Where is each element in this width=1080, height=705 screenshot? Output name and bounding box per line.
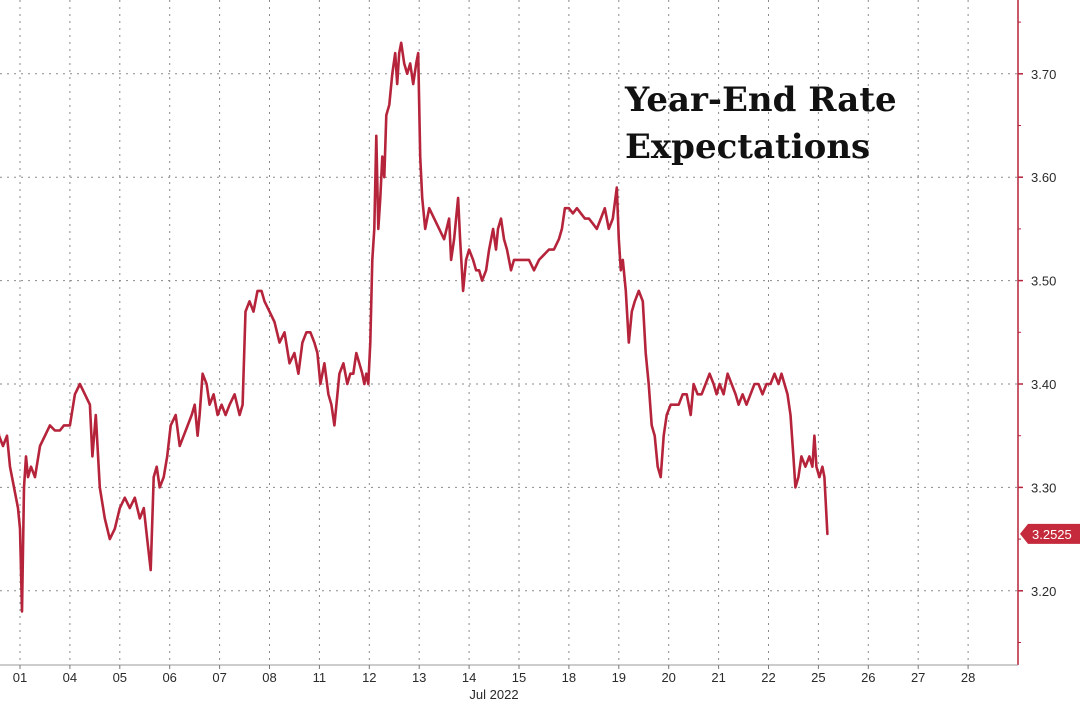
chart-title: Year-End Rate Expectations [624,80,897,167]
x-tick-label: 05 [113,670,127,685]
x-tick-label: 13 [412,670,426,685]
x-tick-label: 28 [961,670,975,685]
x-tick-label: 08 [262,670,276,685]
y-tick-label: 3.70 [1031,67,1056,82]
x-tick-label: 14 [462,670,476,685]
x-axis-ticks: 01 04 05 06 07 08 11 12 13 14 15 18 19 20 21 22 25 26 27 28 [13,665,975,685]
x-tick-label: 15 [512,670,526,685]
chart-title-line-1: Year-End Rate [624,80,897,120]
series-line [0,41,829,613]
y-tick-label: 3.30 [1031,480,1056,495]
x-tick-label: 27 [911,670,925,685]
x-tick-label: 26 [861,670,875,685]
x-tick-label: 22 [761,670,775,685]
x-tick-label: 11 [313,670,327,685]
y-tick-label: 3.60 [1031,170,1056,185]
last-value-badge-shape [1020,523,1080,544]
x-tick-label: 07 [212,670,226,685]
y-tick-label: 3.50 [1031,274,1056,289]
x-tick-label: 06 [162,670,176,685]
y-tick-label: 3.20 [1031,584,1056,599]
x-tick-label: 18 [562,670,576,685]
y-axis-ticks: 3.20 3.30 3.40 3.50 3.60 3.70 [1018,21,1056,643]
x-axis-label: Jul 2022 [469,687,518,702]
x-tick-label: 19 [612,670,626,685]
y-tick-label: 3.40 [1031,377,1056,392]
grid [0,0,1018,665]
x-tick-label: 20 [661,670,675,685]
x-tick-label: 01 [13,670,27,685]
x-tick-label: 25 [811,670,825,685]
chart-title-line-2: Expectations [625,127,870,167]
x-tick-label: 21 [711,670,725,685]
x-tick-label: 04 [63,670,77,685]
x-tick-label: 12 [362,670,376,685]
last-value-badge: 3.2525 [1020,523,1080,544]
last-value-label: 3.2525 [1032,527,1072,542]
